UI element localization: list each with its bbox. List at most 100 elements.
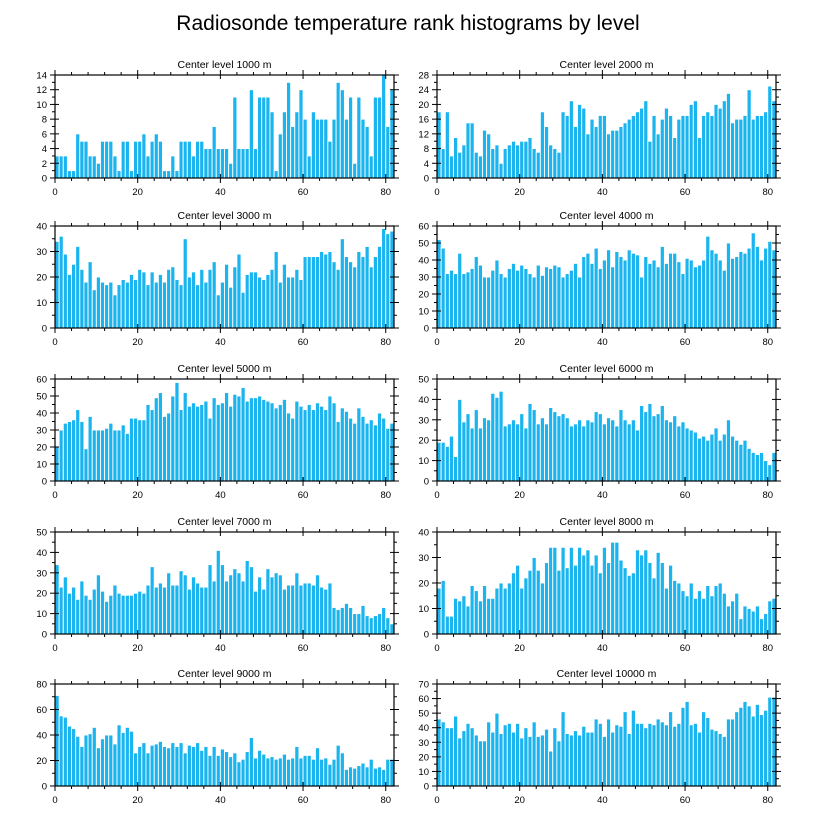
bar bbox=[663, 262, 669, 329]
bar bbox=[265, 400, 271, 482]
bar bbox=[327, 395, 333, 482]
bar bbox=[630, 709, 636, 787]
bar bbox=[510, 419, 516, 482]
bar bbox=[269, 402, 275, 482]
bar bbox=[298, 405, 304, 482]
bar bbox=[327, 582, 333, 635]
bar bbox=[141, 271, 147, 329]
panel-1: Center level 1000 m 0 20 40 60 80 0 2 4 6 8 10 12 14 bbox=[36, 59, 399, 198]
bar bbox=[71, 419, 77, 482]
panel-6: Center level 6000 m 0 20 40 60 80 0 10 20 30 40 50 bbox=[418, 363, 781, 501]
bar bbox=[343, 602, 349, 635]
bar bbox=[372, 767, 378, 787]
bar bbox=[377, 613, 383, 635]
bar bbox=[224, 148, 230, 179]
bar bbox=[240, 758, 246, 787]
bar bbox=[622, 419, 628, 482]
bar bbox=[506, 268, 512, 329]
bar bbox=[461, 421, 467, 482]
bar bbox=[436, 587, 442, 635]
bar bbox=[697, 731, 703, 787]
bar bbox=[473, 256, 479, 329]
bar bbox=[91, 726, 97, 787]
bar bbox=[601, 115, 607, 179]
bar bbox=[248, 566, 254, 635]
y-tick-label: 14 bbox=[36, 71, 47, 82]
y-tick-label: 12 bbox=[418, 129, 429, 140]
bar bbox=[713, 585, 719, 635]
bar bbox=[577, 103, 583, 179]
bar bbox=[236, 148, 242, 179]
bar bbox=[750, 610, 756, 635]
bar bbox=[688, 429, 694, 482]
bar bbox=[448, 435, 454, 482]
bar bbox=[166, 572, 172, 635]
y-tick-label: 4 bbox=[424, 159, 429, 170]
bar bbox=[639, 722, 645, 787]
bar bbox=[593, 718, 599, 787]
bar bbox=[734, 439, 740, 482]
bar bbox=[639, 107, 645, 179]
bar bbox=[647, 722, 653, 787]
bar bbox=[482, 417, 488, 482]
bar bbox=[252, 271, 259, 329]
bar bbox=[377, 412, 383, 482]
bar bbox=[186, 588, 192, 635]
bar bbox=[767, 85, 773, 179]
bar bbox=[771, 100, 777, 179]
bar bbox=[659, 118, 665, 179]
bar bbox=[323, 253, 329, 329]
bar bbox=[100, 590, 106, 635]
bar bbox=[100, 140, 106, 179]
bar bbox=[315, 402, 321, 482]
bar bbox=[385, 126, 391, 179]
bar bbox=[453, 137, 459, 179]
y-tick-label: 60 bbox=[36, 705, 47, 716]
x-tick-label: 0 bbox=[434, 337, 439, 348]
bar bbox=[240, 291, 246, 329]
bar bbox=[310, 758, 316, 787]
bar bbox=[62, 422, 68, 482]
bar bbox=[265, 757, 271, 787]
bar bbox=[482, 585, 488, 635]
y-tick-label: 20 bbox=[418, 436, 429, 447]
bar bbox=[601, 546, 607, 635]
bar bbox=[535, 264, 541, 329]
bar bbox=[490, 731, 496, 787]
bar bbox=[385, 758, 391, 787]
bar bbox=[306, 155, 312, 179]
bar bbox=[742, 701, 748, 787]
x-tick-label: 20 bbox=[514, 187, 525, 198]
bar bbox=[104, 734, 110, 787]
bar bbox=[672, 725, 678, 787]
bar bbox=[618, 559, 624, 635]
bar bbox=[771, 696, 777, 787]
x-tick-label: 0 bbox=[434, 643, 439, 654]
bar bbox=[203, 281, 209, 329]
bar bbox=[331, 607, 337, 635]
bar bbox=[339, 238, 345, 329]
bar bbox=[91, 155, 97, 179]
bar bbox=[453, 273, 459, 329]
y-tick-label: 10 bbox=[36, 460, 47, 471]
bar bbox=[162, 170, 168, 179]
bar bbox=[71, 586, 77, 635]
bar bbox=[315, 256, 321, 329]
bar bbox=[339, 752, 345, 787]
bar bbox=[199, 586, 205, 635]
bar bbox=[339, 407, 345, 482]
bar bbox=[315, 747, 321, 787]
bar bbox=[116, 724, 122, 787]
bar bbox=[523, 727, 529, 787]
bar bbox=[548, 546, 554, 635]
bar bbox=[261, 753, 267, 787]
bar bbox=[457, 151, 463, 179]
y-tick-label: 50 bbox=[418, 375, 429, 386]
panel-3: Center level 3000 m 0 20 40 60 80 0 10 20 30 40 bbox=[36, 210, 399, 348]
bars bbox=[54, 549, 395, 635]
bar bbox=[684, 595, 690, 635]
bar bbox=[738, 118, 744, 179]
bar bbox=[273, 170, 279, 179]
bar bbox=[339, 89, 345, 179]
bar bbox=[717, 733, 723, 787]
